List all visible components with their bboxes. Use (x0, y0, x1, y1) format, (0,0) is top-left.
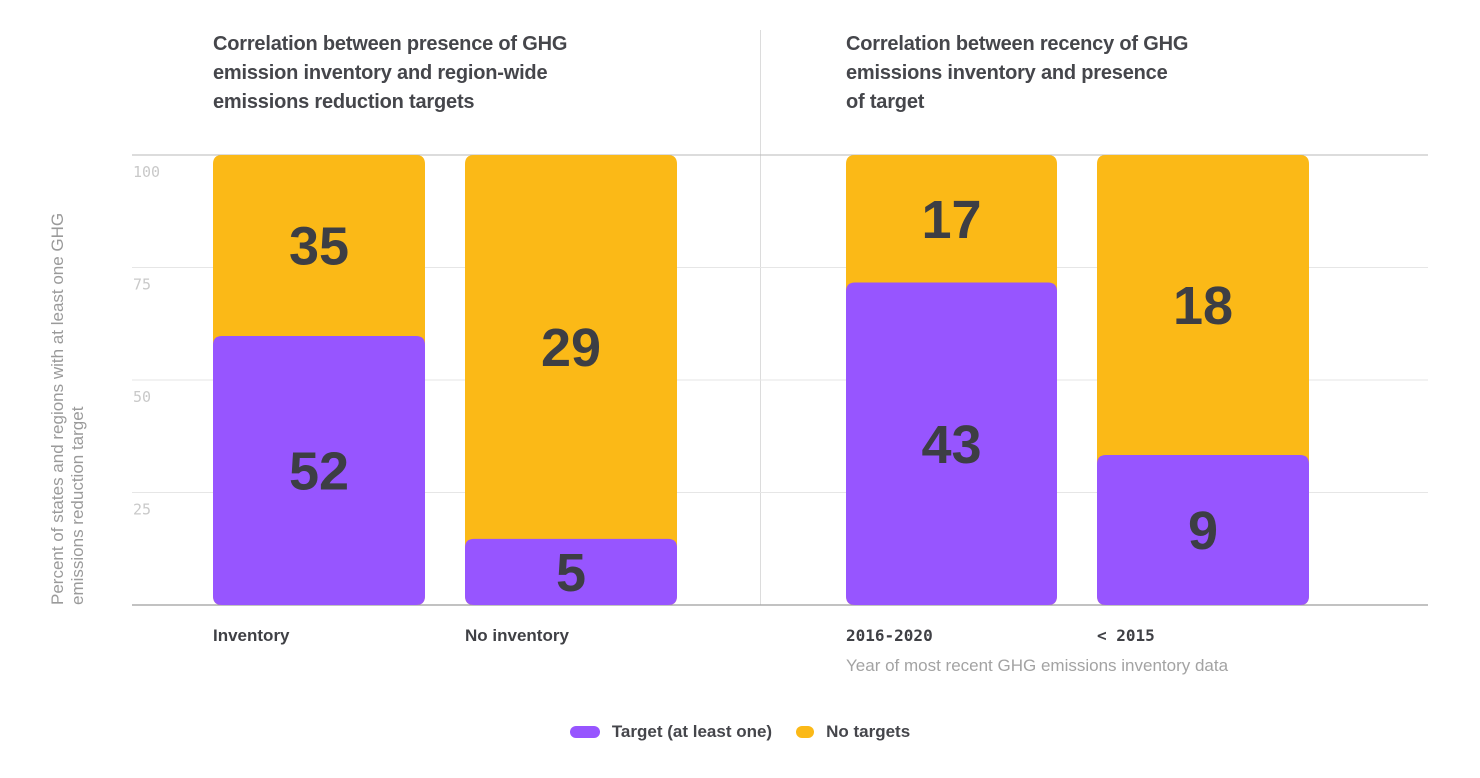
legend-swatch-target-icon (569, 726, 600, 738)
y-tick-label-25: 25 (133, 501, 151, 519)
x-category-label: 2016-2020 (846, 626, 933, 645)
bar-label-no-targets: 29 (541, 318, 601, 378)
bar-label-no-targets: 18 (1173, 276, 1233, 336)
bar-segment-target (1097, 455, 1309, 605)
legend-label-target: Target (at least one) (611, 722, 773, 741)
bar-label-no-targets: 17 (921, 190, 981, 250)
x-category-label: No inventory (465, 626, 569, 645)
bar-label-target: 52 (289, 442, 349, 502)
bar-label-target: 9 (1188, 501, 1218, 561)
x-category-label: Inventory (213, 626, 290, 645)
legend-item-target[interactable]: Target (at least one) (569, 722, 773, 742)
legend-item-no-targets[interactable]: No targets (796, 722, 910, 742)
y-tick-label-50: 50 (133, 388, 151, 406)
x-category-label: < 2015 (1097, 626, 1155, 645)
legend: Target (at least one) No targets (0, 722, 1480, 742)
chart-title-inventory-recency: Correlation between recency of GHG emiss… (846, 33, 1189, 113)
legend-swatch-no-targets-icon (796, 726, 815, 738)
panel-divider (760, 30, 761, 605)
y-tick-label-75: 75 (133, 276, 151, 294)
bar-segment-target (213, 336, 425, 605)
bar-segment-no-targets (465, 155, 677, 605)
bar-segment-target (846, 282, 1057, 605)
bar-label-target: 5 (556, 543, 586, 603)
x-axis-label: Year of most recent GHG emissions invent… (846, 656, 1229, 675)
y-tick-label-100: 100 (133, 163, 160, 181)
bar-label-no-targets: 35 (289, 217, 349, 277)
bar-label-target: 43 (921, 415, 981, 475)
bar-segment-target (465, 538, 677, 605)
chart-title-inventory-presence: Correlation between presence of GHG emis… (213, 33, 568, 113)
legend-label-no-targets: No targets (826, 722, 911, 741)
